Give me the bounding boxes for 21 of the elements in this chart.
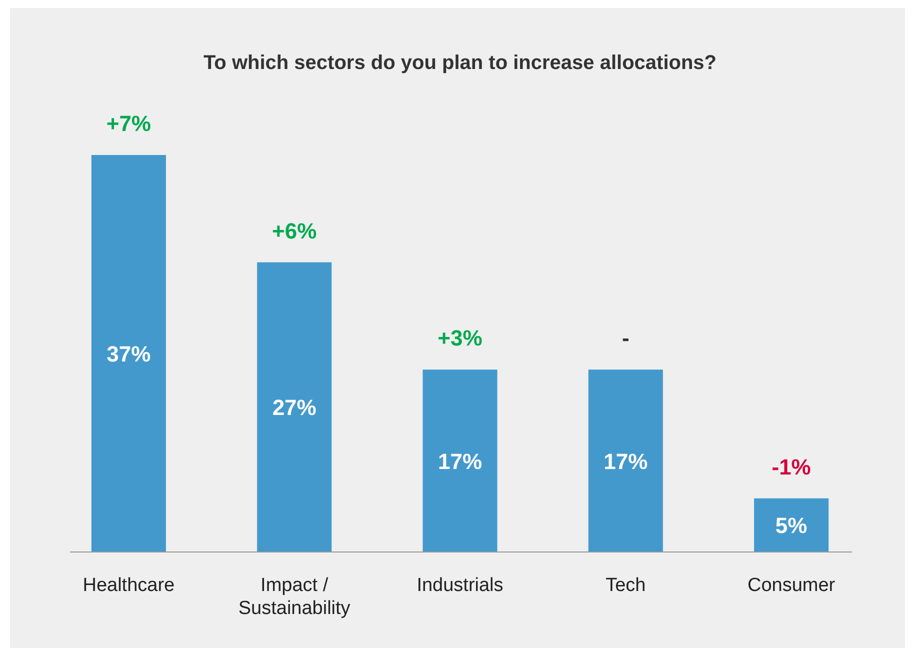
bar (257, 262, 332, 552)
x-tick-label: Impact / Sustainability (238, 575, 351, 619)
data-label: 17% (604, 448, 648, 474)
x-tick-label: Healthcare (82, 575, 175, 596)
bar (91, 155, 166, 552)
bar (754, 498, 829, 552)
annotation: -1% (772, 454, 811, 480)
bar (422, 370, 498, 552)
annotation: - (622, 326, 630, 351)
x-tick-label: Consumer (747, 575, 836, 596)
annotation: +3% (438, 326, 482, 351)
x-tick-label: Industrials (416, 575, 504, 596)
data-label: 17% (438, 448, 482, 474)
bar (588, 370, 663, 552)
data-label: 37% (106, 342, 151, 366)
data-label: 27% (272, 395, 316, 420)
x-tick-label: Tech (606, 575, 646, 596)
chart-title: To which sectors do you plan to increase allocations? (203, 52, 717, 74)
data-label: 5% (775, 513, 808, 538)
annotation: +7% (106, 111, 152, 136)
annotation: +6% (272, 218, 317, 244)
